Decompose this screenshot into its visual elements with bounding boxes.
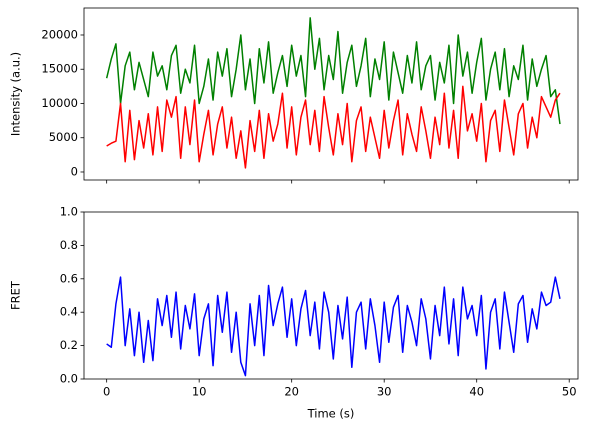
x-tick-label: 30 (377, 385, 392, 399)
x-tick-label: 10 (192, 385, 207, 399)
y-tick-label: 0.8 (60, 238, 78, 252)
x-tick-label: 40 (469, 385, 484, 399)
y-tick-label: 0.2 (60, 338, 78, 352)
y-tick-label: 1.0 (60, 205, 78, 219)
y-tick-label: 0.0 (60, 372, 78, 386)
series-line (106, 276, 561, 377)
x-tick-label: 20 (284, 385, 299, 399)
y-tick-label: 15000 (41, 62, 78, 76)
y-axis-label: FRET (9, 280, 23, 310)
y-tick-label: 10000 (41, 96, 78, 110)
y-tick-label: 0 (71, 164, 78, 178)
y-tick-label: 20000 (41, 27, 78, 41)
x-axis-label: Time (s) (307, 407, 355, 421)
series-line (106, 85, 561, 169)
x-tick-label: 50 (562, 385, 577, 399)
y-axis-label: Intensity (a.u.) (9, 52, 23, 136)
y-tick-label: 0.6 (60, 271, 78, 285)
axes-frame (83, 211, 579, 380)
y-tick-label: 0.4 (60, 305, 78, 319)
axes-frame (83, 7, 579, 181)
x-tick-label: 0 (103, 385, 110, 399)
y-tick-label: 5000 (49, 130, 78, 144)
series-line (105, 17, 561, 125)
